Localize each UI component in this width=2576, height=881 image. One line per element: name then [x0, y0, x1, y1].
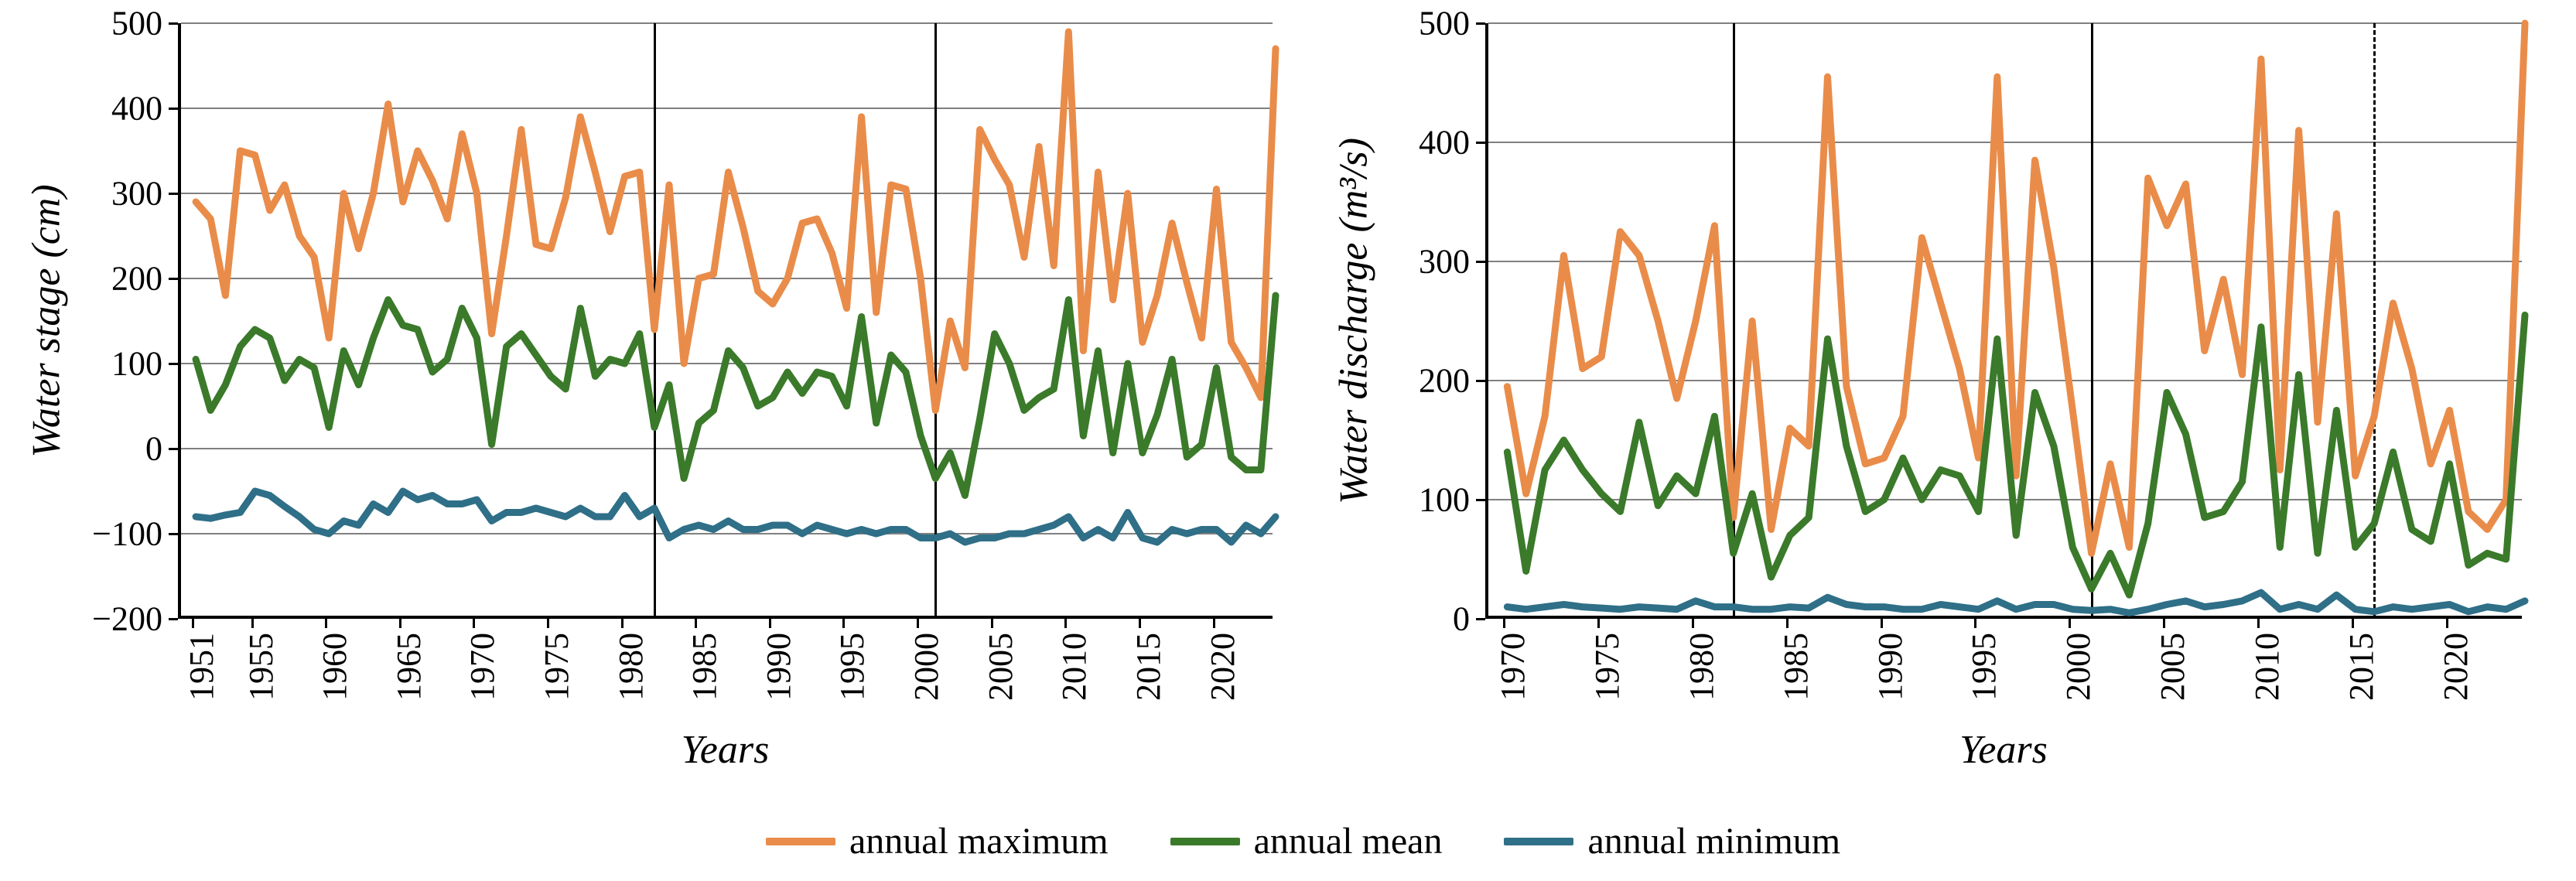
xtick-mark [1139, 619, 1141, 628]
ytick-label: 500 [1346, 4, 1470, 43]
xtick-mark [192, 619, 194, 628]
xtick-mark [2352, 619, 2354, 628]
xtick-label: 2020 [1203, 633, 1242, 701]
y-axis-title: Water discharge (m³/s) [1331, 138, 1377, 504]
ytick-mark [169, 22, 178, 25]
xtick-label: 1980 [1682, 633, 1721, 701]
xtick-mark [769, 619, 771, 628]
ytick-mark [1476, 261, 1485, 263]
xtick-label: 1990 [1871, 633, 1910, 701]
xtick-label: 2005 [2153, 633, 2192, 701]
xtick-label: 2005 [981, 633, 1020, 701]
xtick-mark [1597, 619, 1600, 628]
xtick-mark [547, 619, 549, 628]
xtick-mark [1213, 619, 1215, 628]
ytick-label: 0 [1346, 599, 1470, 639]
xtick-mark [917, 619, 919, 628]
xtick-label: 2010 [1054, 633, 1094, 701]
xtick-label: 1980 [611, 633, 651, 701]
ytick-label: −100 [39, 514, 162, 554]
ytick-mark [169, 533, 178, 535]
xtick-label: 1975 [1587, 633, 1627, 701]
xtick-mark [991, 619, 993, 628]
xtick-label: 1990 [759, 633, 798, 701]
xtick-mark [1064, 619, 1067, 628]
xtick-mark [621, 619, 624, 628]
chart-panel-right: 0100200300400500197019751980198519901995… [1485, 23, 2522, 619]
ytick-mark [1476, 618, 1485, 620]
legend: annual maximum annual mean annual minimum [766, 820, 1840, 862]
xtick-mark [2257, 619, 2260, 628]
ytick-label: −200 [39, 599, 162, 639]
legend-item: annual minimum [1504, 820, 1840, 862]
xtick-mark [2446, 619, 2448, 628]
legend-swatch [1170, 838, 1240, 845]
ytick-label: 500 [39, 4, 162, 43]
plot-area [1485, 23, 2522, 619]
xtick-mark [473, 619, 475, 628]
xtick-mark [1881, 619, 1883, 628]
xtick-label: 1975 [537, 633, 576, 701]
ytick-mark [1476, 499, 1485, 501]
xtick-label: 1995 [832, 633, 872, 701]
xtick-mark [1503, 619, 1505, 628]
ytick-mark [169, 278, 178, 280]
xtick-label: 1965 [389, 633, 429, 701]
legend-item: annual maximum [766, 820, 1109, 862]
ytick-mark [1476, 380, 1485, 382]
xtick-label: 2010 [2247, 633, 2287, 701]
xtick-label: 2015 [1129, 633, 1168, 701]
x-axis-title: Years [1959, 727, 2048, 773]
xtick-mark [2069, 619, 2071, 628]
series-layer [1488, 23, 2525, 619]
ytick-mark [169, 363, 178, 365]
xtick-mark [842, 619, 845, 628]
xtick-label: 1985 [1776, 633, 1816, 701]
xtick-mark [1974, 619, 1976, 628]
xtick-label: 1985 [685, 633, 724, 701]
series-annual_maximum [1507, 23, 2525, 553]
xtick-label: 1970 [1493, 633, 1532, 701]
series-annual_maximum [196, 32, 1276, 411]
xtick-label: 1970 [463, 633, 502, 701]
xtick-mark [399, 619, 401, 628]
xtick-label: 1955 [241, 633, 281, 701]
legend-label: annual mean [1254, 820, 1443, 862]
y-axis-title: Water stage (cm) [24, 184, 70, 457]
legend-label: annual minimum [1587, 820, 1840, 862]
series-annual_minimum [1507, 592, 2525, 613]
ytick-mark [169, 193, 178, 195]
plot-area [178, 23, 1273, 619]
series-annual_minimum [196, 491, 1276, 542]
legend-swatch [766, 838, 835, 845]
xtick-mark [325, 619, 327, 628]
xtick-label: 1960 [315, 633, 354, 701]
series-layer [181, 23, 1276, 619]
x-axis-title: Years [682, 727, 770, 773]
xtick-label: 2000 [2058, 633, 2098, 701]
xtick-label: 2015 [2342, 633, 2381, 701]
xtick-label: 1951 [182, 633, 221, 701]
legend-swatch [1504, 838, 1573, 845]
xtick-mark [251, 619, 254, 628]
ytick-mark [169, 448, 178, 450]
xtick-mark [1692, 619, 1694, 628]
ytick-label: 400 [39, 89, 162, 128]
xtick-mark [2163, 619, 2165, 628]
xtick-mark [695, 619, 697, 628]
ytick-mark [169, 108, 178, 110]
ytick-mark [1476, 22, 1485, 25]
legend-item: annual mean [1170, 820, 1443, 862]
xtick-label: 2020 [2436, 633, 2475, 701]
xtick-mark [1786, 619, 1789, 628]
chart-panel-left: −200−10001002003004005001951195519601965… [178, 23, 1273, 619]
xtick-label: 1995 [1964, 633, 2004, 701]
ytick-mark [169, 618, 178, 620]
xtick-label: 2000 [907, 633, 946, 701]
ytick-mark [1476, 142, 1485, 144]
series-annual_mean [196, 295, 1276, 496]
legend-label: annual maximum [849, 820, 1109, 862]
